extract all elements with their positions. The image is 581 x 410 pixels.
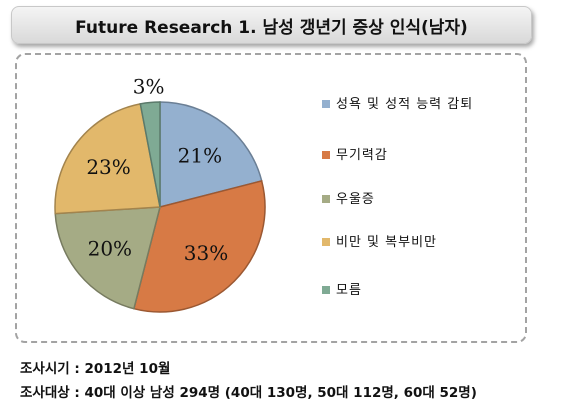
slice-value-label: 33% [184,241,228,265]
pie-slice [139,101,161,208]
legend-swatch [322,151,330,159]
legend-label: 성욕 및 성적 능력 감퇴 [336,97,474,112]
legend-label: 무기력감 [336,148,388,163]
legend-swatch [322,286,330,294]
slice-value-label: 23% [86,155,130,179]
pie-slice [54,206,161,310]
survey-target: 조사대상 : 40대 이상 남성 294명 (40대 130명, 50대 112… [20,385,477,401]
chart-title: Future Research 1. 남성 갱년기 증상 인식(남자) [11,6,532,44]
survey-period: 조사시기 : 2012년 10월 [20,361,171,377]
slice-value-label: 20% [88,236,132,260]
legend-label: 모름 [336,283,362,298]
slice-value-label: 3% [133,75,165,99]
slice-value-label: 21% [178,144,222,168]
pie-slice [132,179,266,313]
legend-swatch [322,238,330,246]
pie-slice [54,102,161,215]
legend-label: 우울증 [336,192,375,207]
legend-swatch [322,195,330,203]
legend-swatch [322,100,330,108]
legend-label: 비만 및 복부비만 [336,235,437,250]
pie-slice [159,101,263,208]
chart-frame [15,53,527,343]
